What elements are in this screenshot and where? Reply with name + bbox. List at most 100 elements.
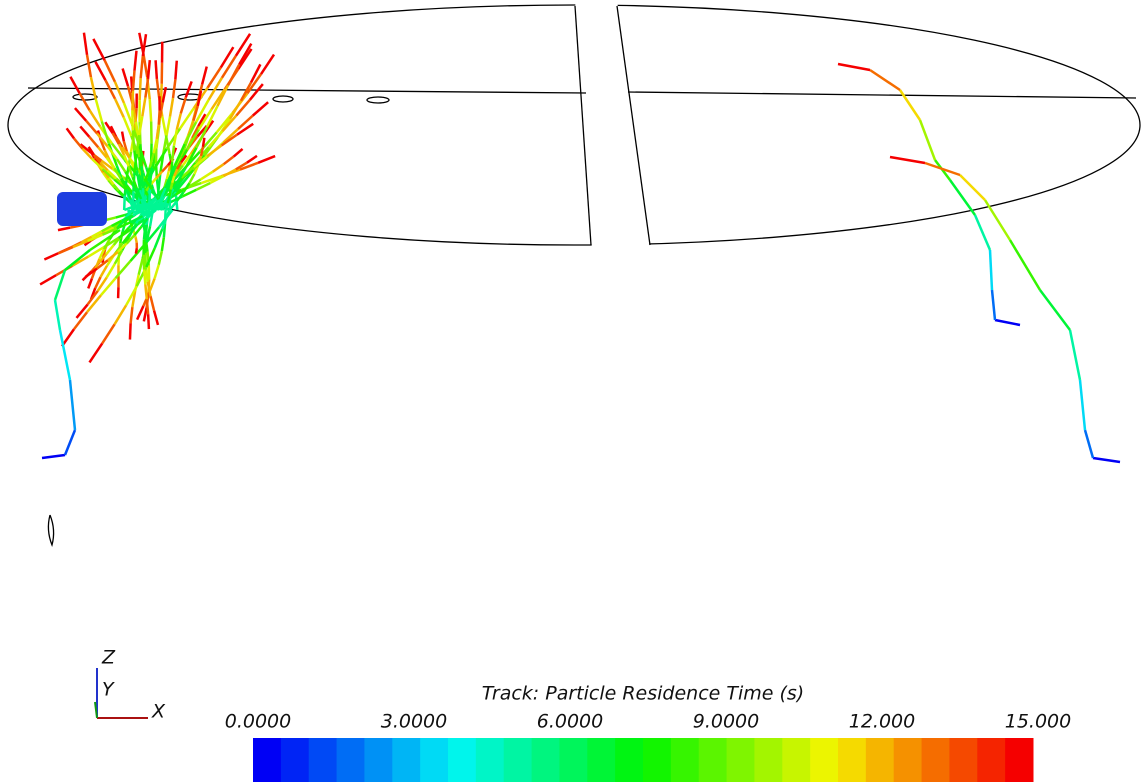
track-segment [870, 70, 900, 90]
colorbar: 0.00003.00006.00009.000012.00015.000 [225, 711, 1071, 782]
track-segment [95, 62, 105, 81]
track-segment [86, 121, 97, 134]
colorbar-title: Track: Particle Residence Time (s) [482, 683, 804, 705]
track-segment [144, 307, 147, 321]
axes-triad: Z Y X [95, 647, 166, 723]
track-segment [140, 78, 141, 100]
track-segment [175, 61, 176, 80]
track-segment [925, 163, 960, 175]
color-band [810, 738, 838, 782]
track-segment [159, 111, 160, 125]
track-segment [137, 306, 143, 320]
track-segment [124, 195, 125, 210]
track-segment [838, 64, 870, 70]
track-segment [1085, 430, 1093, 458]
track-segment [144, 225, 145, 240]
track-segment [247, 156, 257, 163]
track-segment [162, 165, 168, 171]
track-segment [143, 34, 146, 56]
track-segment [87, 55, 91, 77]
track-segment [149, 188, 150, 210]
track-segment [58, 247, 73, 253]
axis-label: X [151, 701, 166, 723]
track-segment [130, 323, 131, 339]
track-segment [96, 99, 102, 121]
axis-label: Y [102, 679, 115, 701]
track-segment [139, 259, 143, 275]
track-segment [142, 166, 143, 188]
track-segment [136, 248, 137, 253]
track-segment [102, 324, 114, 343]
track-segment [40, 275, 56, 284]
tick-label: 9.0000 [693, 711, 759, 733]
track-segment [1070, 330, 1080, 380]
track-segment [131, 307, 133, 323]
track-segment [162, 116, 166, 135]
tick-label: 0.0000 [225, 711, 291, 733]
track-segment [157, 79, 159, 98]
track-segment [142, 98, 145, 117]
tick-label: 15.000 [1005, 711, 1071, 733]
color-band [253, 738, 281, 782]
color-band [699, 738, 727, 782]
track-segment [80, 93, 90, 110]
color-band [782, 738, 810, 782]
track-segment [84, 33, 87, 55]
track-segment [122, 132, 124, 142]
track-segment [170, 98, 173, 117]
track-segment [67, 128, 74, 138]
track-segment [123, 68, 128, 86]
track-segment [70, 380, 75, 430]
track-segment [154, 311, 158, 325]
track-segment [1040, 290, 1070, 330]
track-segment [1080, 380, 1085, 430]
track-segment [171, 183, 173, 190]
color-band [949, 738, 977, 782]
color-band [615, 738, 643, 782]
color-band [922, 738, 950, 782]
track-segment [116, 215, 125, 218]
track-segment [920, 120, 935, 160]
track-segment [133, 71, 134, 91]
track-segment [132, 91, 133, 111]
track-segment [148, 314, 149, 329]
particle-tracks [40, 33, 1120, 462]
color-band [281, 738, 309, 782]
color-band [866, 738, 894, 782]
tick-label: 3.0000 [381, 711, 447, 733]
color-band [671, 738, 699, 782]
track-segment [151, 296, 155, 310]
color-band [727, 738, 755, 782]
track-segment [144, 270, 145, 285]
track-segment [169, 190, 170, 197]
track-segment [65, 250, 90, 270]
color-band [476, 738, 504, 782]
track-segment [145, 79, 148, 98]
track-segment [58, 228, 70, 231]
color-band [587, 738, 615, 782]
track-segment [900, 90, 920, 120]
track-segment [65, 430, 75, 455]
color-band [392, 738, 420, 782]
color-band [504, 738, 532, 782]
color-band [754, 738, 782, 782]
page: Z Y X Track: Particle Residence Time (s)… [0, 0, 1147, 782]
track-segment [115, 305, 127, 324]
track-segment [261, 55, 274, 74]
color-band [643, 738, 671, 782]
track-segment [70, 77, 79, 94]
track-segment [258, 156, 275, 163]
color-band [337, 738, 365, 782]
track-segment [75, 108, 86, 121]
track-segment [992, 290, 995, 320]
track-segment [213, 164, 224, 172]
track-segment [202, 67, 207, 85]
track-segment [105, 60, 115, 81]
track-segment [168, 196, 170, 203]
color-band [448, 738, 476, 782]
track-segment [236, 100, 250, 116]
track-segment [1010, 240, 1040, 290]
track-segment [985, 200, 1010, 240]
track-segment [93, 39, 104, 60]
track-segment [161, 84, 162, 105]
